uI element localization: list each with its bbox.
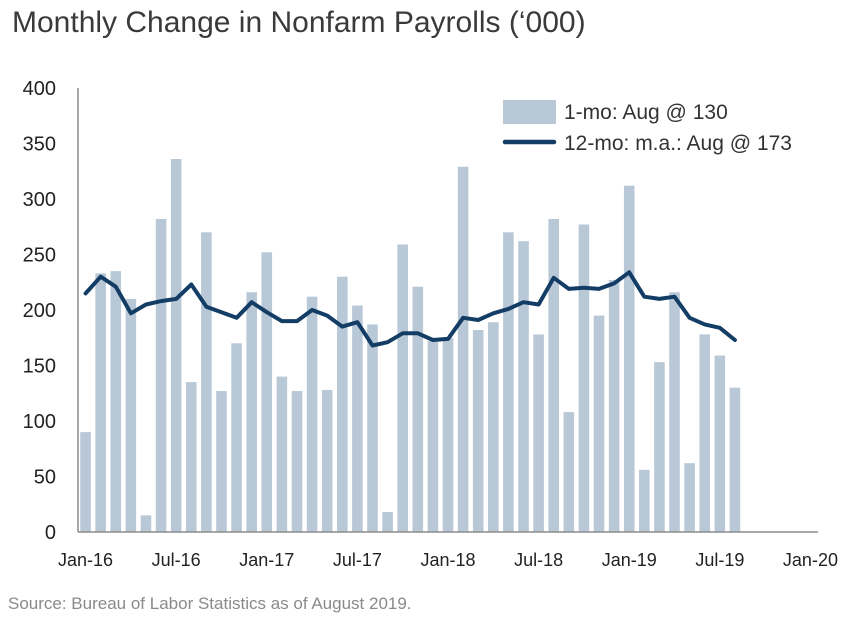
y-tick-label: 400 [23, 78, 56, 100]
bar [321, 389, 333, 532]
bar [457, 166, 469, 532]
bar [352, 305, 363, 532]
bar [80, 432, 91, 532]
bar [276, 376, 288, 532]
y-tick-label: 350 [23, 134, 56, 156]
y-tick-label: 200 [23, 300, 56, 322]
x-tick-label: Jul-16 [152, 550, 201, 570]
bar [548, 218, 559, 533]
bar [140, 515, 152, 532]
bar [563, 412, 575, 532]
y-tick-label: 300 [23, 189, 56, 211]
bar [442, 337, 454, 532]
bar [110, 271, 122, 532]
bar [201, 232, 212, 533]
bar [397, 244, 408, 532]
bar [608, 280, 620, 532]
legend-label-12mo: 12-mo: m.a.: Aug @ 173 [564, 132, 792, 155]
bar [669, 292, 680, 532]
x-tick-labels: Jan-16 Jul-16 Jan-17 Jul-17 Jan-18 Jul-18 Jan-… [58, 550, 838, 570]
x-tick-label: Jan-20 [783, 550, 838, 570]
bar [306, 296, 318, 532]
source-note: Source: Bureau of Labor Statistics as of… [8, 594, 412, 613]
x-tick-label: Jan-17 [239, 550, 294, 570]
bar [412, 286, 424, 532]
legend-bar-swatch [503, 100, 556, 124]
y-tick-labels: 0 50 100 150 200 250 300 350 400 [23, 78, 56, 544]
bar [155, 218, 167, 533]
chart-title: Monthly Change in Nonfarm Payrolls (‘000… [12, 6, 586, 39]
bar [488, 322, 499, 532]
bar [170, 159, 182, 533]
y-tick-label: 100 [23, 411, 56, 433]
bar [699, 334, 711, 532]
legend-label-1mo: 1-mo: Aug @ 130 [564, 101, 728, 124]
y-tick-label: 150 [23, 356, 56, 378]
bar [623, 185, 635, 532]
bar [216, 391, 227, 532]
x-tick-label: Jul-17 [333, 550, 382, 570]
bar [246, 292, 257, 532]
bar [533, 334, 544, 532]
bar [578, 224, 590, 532]
x-tick-label: Jul-18 [514, 550, 563, 570]
legend: 1-mo: Aug @ 130 12-mo: m.a.: Aug @ 173 [502, 100, 792, 155]
bar [639, 469, 650, 532]
bar [185, 382, 197, 532]
bar [684, 463, 695, 532]
y-tick-label: 50 [34, 467, 56, 489]
bar [518, 241, 529, 532]
bar [382, 512, 393, 532]
bar [472, 329, 484, 532]
bar [95, 273, 106, 532]
bar [261, 252, 273, 532]
bar [337, 276, 348, 532]
y-tick-label: 0 [45, 522, 56, 544]
bar [654, 362, 665, 532]
bar [714, 355, 726, 532]
bar [729, 387, 741, 532]
x-tick-label: Jan-19 [602, 550, 657, 570]
x-tick-label: Jan-16 [58, 550, 113, 570]
bar [503, 232, 514, 533]
bar-series-1mo [80, 159, 741, 533]
bar [593, 315, 605, 532]
line-series-12mo-ma [83, 270, 737, 348]
bar [427, 341, 439, 532]
bar [367, 324, 378, 532]
bar [231, 343, 242, 532]
y-tick-label: 250 [23, 245, 56, 267]
x-tick-label: Jul-19 [695, 550, 744, 570]
x-tick-label: Jan-18 [420, 550, 475, 570]
bar [291, 391, 303, 532]
bar [125, 298, 137, 532]
